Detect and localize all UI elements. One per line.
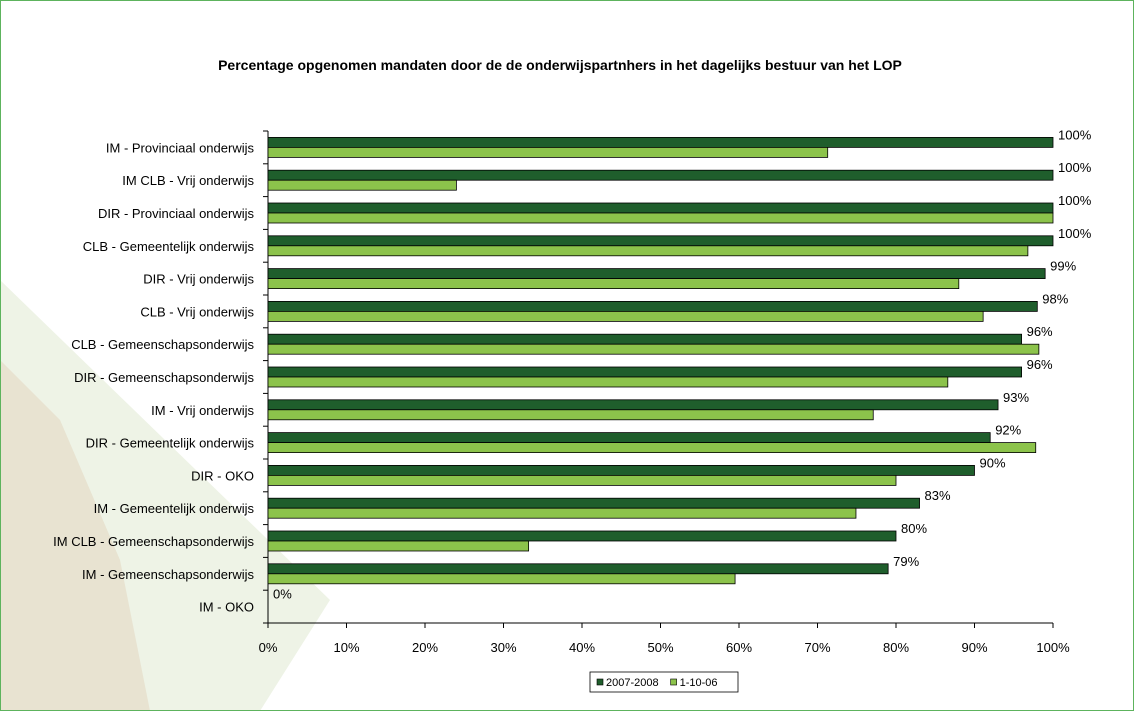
background-decoration: [0, 360, 150, 711]
bar: [267, 573, 736, 585]
bar: [267, 409, 874, 421]
bar: [267, 399, 999, 411]
data-label: 92%: [995, 423, 1021, 438]
bar: [267, 310, 984, 322]
x-tick-label: 100%: [1036, 640, 1070, 655]
x-tick-label: 50%: [647, 640, 673, 655]
bar: [267, 235, 1054, 247]
bar: [267, 202, 1054, 214]
y-tick-label: IM - Gemeenschapsonderwijs: [82, 567, 254, 582]
y-tick-label: DIR - Gemeentelijk onderwijs: [86, 436, 255, 451]
y-tick-label: DIR - Gemeenschapsonderwijs: [74, 370, 254, 385]
data-label: 96%: [1027, 324, 1053, 339]
data-label: 96%: [1027, 357, 1053, 372]
bar: [267, 432, 991, 444]
y-tick-label: CLB - Gemeenschapsonderwijs: [71, 337, 254, 352]
bar: [267, 245, 1029, 257]
bar: [267, 530, 897, 542]
data-label: 0%: [273, 587, 292, 602]
bar: [267, 540, 530, 552]
y-tick-label: IM - OKO: [199, 600, 254, 615]
legend-swatch: [596, 678, 604, 686]
y-tick-label: CLB - Gemeentelijk onderwijs: [83, 239, 255, 254]
y-tick-label: IM CLB - Gemeenschapsonderwijs: [53, 534, 254, 549]
x-tick-label: 40%: [569, 640, 595, 655]
bar: [267, 474, 897, 486]
bar: [267, 563, 889, 575]
bar: [267, 300, 1038, 312]
x-tick-label: 60%: [726, 640, 752, 655]
x-tick-label: 0%: [259, 640, 278, 655]
x-tick-label: 20%: [412, 640, 438, 655]
data-label: 100%: [1058, 193, 1092, 208]
legend-label: 1-10-06: [680, 677, 718, 689]
bar: [267, 212, 1054, 224]
chart-title: Percentage opgenomen mandaten door de de…: [218, 57, 902, 73]
bar: [267, 136, 1054, 148]
bar: [267, 169, 1054, 181]
bar: [267, 343, 1040, 355]
data-label: 80%: [901, 521, 927, 536]
data-label: 99%: [1050, 259, 1076, 274]
data-label: 98%: [1042, 291, 1068, 306]
bar: [267, 179, 457, 191]
y-tick-label: IM - Vrij onderwijs: [151, 403, 254, 418]
y-tick-label: DIR - Provinciaal onderwijs: [98, 206, 255, 221]
y-tick-label: IM - Provinciaal onderwijs: [106, 140, 255, 155]
x-tick-label: 90%: [961, 640, 987, 655]
bar: [267, 442, 1037, 454]
data-label: 100%: [1058, 226, 1092, 241]
legend-swatch: [670, 678, 677, 686]
bar: [267, 497, 920, 509]
bar: [267, 376, 949, 388]
bar: [267, 333, 1022, 345]
x-tick-label: 80%: [883, 640, 909, 655]
data-label: 100%: [1058, 127, 1092, 142]
legend-label: 2007-2008: [606, 677, 659, 689]
bar: [267, 366, 1022, 378]
bar: [267, 507, 857, 519]
x-tick-label: 10%: [333, 640, 359, 655]
data-label: 93%: [1003, 390, 1029, 405]
bar: [267, 278, 960, 290]
y-tick-label: IM CLB - Vrij onderwijs: [122, 173, 254, 188]
bar: [267, 146, 829, 158]
y-tick-label: IM - Gemeentelijk onderwijs: [94, 501, 255, 516]
data-label: 79%: [893, 554, 919, 569]
y-tick-label: DIR - OKO: [191, 468, 254, 483]
x-tick-label: 70%: [804, 640, 830, 655]
y-tick-label: DIR - Vrij onderwijs: [143, 272, 254, 287]
bar: [267, 464, 975, 476]
bar: [267, 268, 1046, 280]
data-label: 83%: [925, 488, 951, 503]
y-tick-label: CLB - Vrij onderwijs: [140, 304, 254, 319]
data-label: 100%: [1058, 160, 1092, 175]
legend-box: [589, 671, 739, 693]
data-label: 90%: [980, 455, 1006, 470]
x-tick-label: 30%: [490, 640, 516, 655]
